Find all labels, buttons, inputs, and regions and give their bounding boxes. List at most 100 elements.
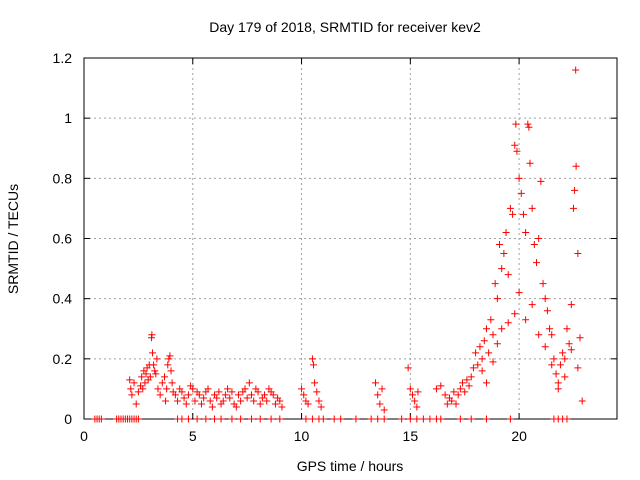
data-point [539,280,547,288]
data-point [454,391,462,399]
data-point [561,355,569,363]
data-point [237,415,245,423]
data-point [141,379,149,387]
data-point [241,385,249,393]
data-point [509,210,517,218]
data-point [156,391,164,399]
data-point [561,373,569,381]
data-point [374,391,382,399]
data-point [163,385,171,393]
data-point [317,403,325,411]
data-point [269,391,277,399]
data-point [448,397,456,405]
data-point [310,361,318,369]
grid-layer [84,58,617,419]
data-point [563,415,571,423]
data-point [506,204,514,212]
data-point [215,388,223,396]
data-point [221,391,229,399]
data-point [152,370,160,378]
data-point [489,331,497,339]
data-point [313,388,321,396]
data-point [543,307,551,315]
data-point [482,379,490,387]
data-point [197,400,205,408]
data-point [208,403,216,411]
data-point [352,415,360,423]
data-point [526,159,534,167]
data-point [476,343,484,351]
data-point [126,376,134,384]
data-point [300,391,308,399]
data-point [513,147,521,155]
data-point [574,364,582,372]
data-point [166,352,174,360]
y-tick-label: 0.6 [53,231,73,247]
data-point [168,379,176,387]
data-point [234,391,242,399]
data-point [465,382,473,390]
data-point [571,186,579,194]
data-point [569,204,577,212]
data-point [498,325,506,333]
data-point [578,397,586,405]
data-point [528,301,536,309]
data-point [195,391,203,399]
data-point [174,397,182,405]
data-point [485,349,493,357]
data-point [463,376,471,384]
data-point [456,415,464,423]
data-point [515,289,523,297]
data-point [182,400,190,408]
data-point [171,391,179,399]
x-axis-title: GPS time / hours [297,458,404,474]
data-point [478,367,486,375]
data-point [469,364,477,372]
data-point [378,385,386,393]
data-point [489,358,497,366]
data-point [160,373,168,381]
data-point [546,325,554,333]
data-point [213,394,221,402]
data-point [478,355,486,363]
y-tick-label: 1 [64,110,72,126]
data-point [184,415,192,423]
data-point [535,331,543,339]
data-point [398,415,406,423]
data-point [467,373,475,381]
data-point [228,415,236,423]
data-point [406,385,414,393]
data-point [524,120,532,128]
data-point [552,370,560,378]
data-point [278,403,286,411]
data-point [248,415,256,423]
data-point [302,415,310,423]
data-point [572,66,580,74]
x-tick-label: 0 [80,428,88,444]
data-point [151,367,159,375]
data-point [308,415,316,423]
data-point [142,370,150,378]
data-point [511,310,519,318]
data-point [367,415,375,423]
data-point [576,334,584,342]
y-tick-label: 0.2 [53,351,73,367]
data-point [178,415,186,423]
data-point [127,385,135,393]
data-point [511,141,519,149]
data-point [226,394,234,402]
data-point [493,340,501,348]
data-point [237,397,245,405]
data-point [535,235,543,242]
data-point [189,385,197,393]
data-point [372,379,380,387]
data-point [330,415,338,423]
data-point [567,346,575,354]
data-point [191,397,199,405]
data-point [380,406,388,414]
tick-layer: 0 5 10 15 20 0 0.2 0.4 0.6 0.8 1 1.2 [53,50,617,444]
data-point [211,415,219,423]
data-point [459,379,467,387]
